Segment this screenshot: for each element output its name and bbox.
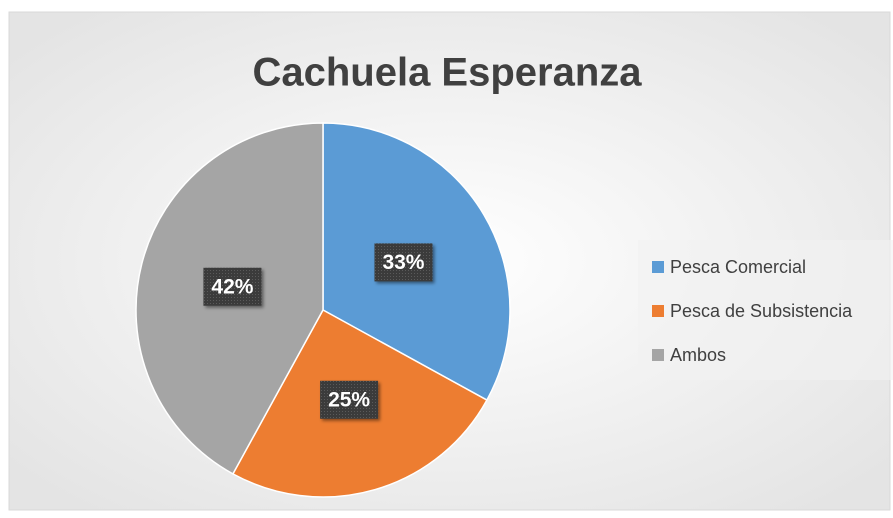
legend-swatch	[652, 349, 664, 361]
legend-swatch	[652, 261, 664, 273]
data-label: 33%	[382, 251, 424, 274]
legend-label: Ambos	[670, 345, 726, 365]
data-label: 42%	[211, 275, 253, 298]
data-label: 25%	[328, 388, 370, 411]
legend-label: Pesca de Subsistencia	[670, 301, 853, 321]
legend-swatch	[652, 305, 664, 317]
chart-title: Cachuela Esperanza	[252, 51, 642, 95]
data-label-box	[203, 267, 262, 306]
data-label-box	[374, 243, 433, 282]
data-label-box	[320, 380, 379, 419]
legend-box	[638, 240, 893, 380]
legend-label: Pesca Comercial	[670, 257, 806, 277]
